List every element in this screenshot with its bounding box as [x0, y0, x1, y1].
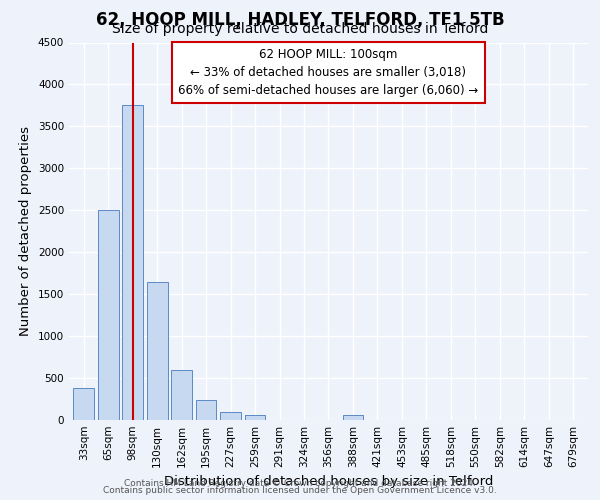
- Text: Contains HM Land Registry data © Crown copyright and database right 2024.: Contains HM Land Registry data © Crown c…: [124, 478, 476, 488]
- Bar: [196, 400, 217, 420]
- Text: 62 HOOP MILL: 100sqm
← 33% of detached houses are smaller (3,018)
66% of semi-de: 62 HOOP MILL: 100sqm ← 33% of detached h…: [178, 48, 479, 97]
- X-axis label: Distribution of detached houses by size in Telford: Distribution of detached houses by size …: [164, 476, 493, 488]
- Bar: [122, 106, 143, 420]
- Text: Contains public sector information licensed under the Open Government Licence v3: Contains public sector information licen…: [103, 486, 497, 495]
- Y-axis label: Number of detached properties: Number of detached properties: [19, 126, 32, 336]
- Bar: [73, 388, 94, 420]
- Bar: [98, 210, 119, 420]
- Text: Size of property relative to detached houses in Telford: Size of property relative to detached ho…: [112, 22, 488, 36]
- Bar: [343, 416, 364, 420]
- Bar: [245, 416, 265, 420]
- Bar: [220, 412, 241, 420]
- Bar: [147, 282, 167, 420]
- Bar: [171, 370, 192, 420]
- Text: 62, HOOP MILL, HADLEY, TELFORD, TF1 5TB: 62, HOOP MILL, HADLEY, TELFORD, TF1 5TB: [95, 11, 505, 29]
